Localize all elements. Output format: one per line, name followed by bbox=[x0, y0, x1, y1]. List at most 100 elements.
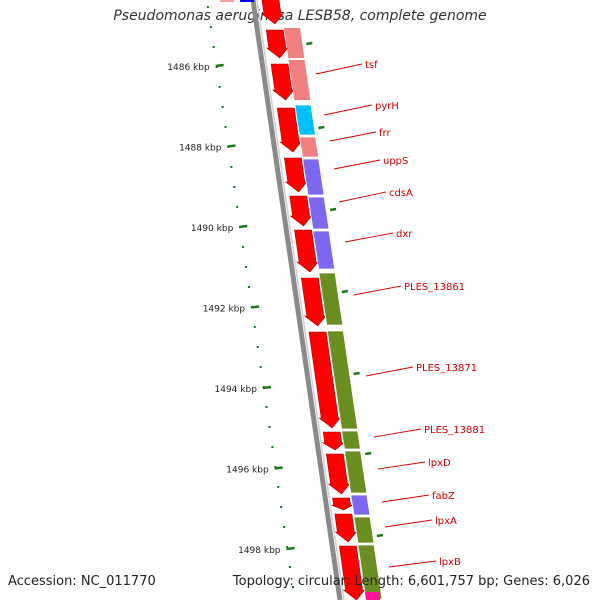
scale-tick bbox=[227, 144, 236, 148]
scale-dot bbox=[289, 566, 292, 568]
scale-tick-label: 1492 kbp bbox=[203, 305, 246, 315]
feature-box bbox=[307, 196, 330, 230]
scale-dot bbox=[247, 286, 250, 288]
forward-cds-arrow bbox=[289, 195, 313, 227]
scale-tick-label: 1496 kbp bbox=[226, 466, 269, 476]
forward-cds-arrow bbox=[331, 497, 353, 511]
forward-cds-arrow bbox=[270, 63, 295, 101]
gene-label: fabZ bbox=[432, 491, 455, 502]
feature-box bbox=[312, 230, 336, 270]
scale-dot bbox=[291, 586, 294, 588]
scale-dot bbox=[206, 6, 209, 8]
feature-box bbox=[288, 60, 311, 100]
gene-label: cdsA bbox=[389, 188, 413, 199]
gene-label: pyrH bbox=[375, 101, 399, 112]
gene-label: lpxD bbox=[428, 458, 451, 469]
forward-cds-arrow bbox=[294, 229, 319, 273]
forward-cds-arrow bbox=[308, 331, 341, 429]
scale-dot bbox=[286, 546, 289, 548]
scale-dot bbox=[259, 366, 262, 368]
scale-dot bbox=[256, 346, 259, 348]
scale-dot bbox=[253, 326, 256, 328]
gene-label: lpxB bbox=[439, 557, 461, 568]
forward-cds-arrow bbox=[325, 453, 351, 495]
forward-cds-arrow bbox=[284, 157, 308, 193]
gene-leader-line bbox=[353, 285, 402, 296]
scale-dot bbox=[280, 506, 283, 508]
feature-box bbox=[364, 592, 380, 600]
gene-label: PLES_13881 bbox=[424, 425, 485, 436]
scale-dot bbox=[236, 206, 239, 208]
backbone bbox=[250, 0, 345, 600]
scale-tick-label: 1498 kbp bbox=[238, 546, 281, 556]
feature-box bbox=[318, 272, 344, 326]
scale-dot bbox=[230, 166, 233, 168]
gene-labels: tsf pyrH frr uppS cdsA dxr PLES_13861 PLES_1387… bbox=[315, 60, 485, 568]
scale-dot bbox=[265, 406, 268, 408]
feature-box bbox=[350, 494, 371, 516]
gene-label: PLES_13861 bbox=[404, 282, 465, 293]
scale-tick bbox=[262, 385, 272, 390]
scale-dot bbox=[277, 486, 280, 488]
feature-box bbox=[220, 0, 235, 2]
scale-dot bbox=[224, 126, 227, 128]
forward-cds-arrow bbox=[261, 0, 284, 25]
gene-label: tsf bbox=[365, 60, 378, 71]
feature-box bbox=[240, 0, 255, 2]
gene-leader-line bbox=[381, 494, 430, 503]
scale-tick bbox=[274, 466, 283, 470]
scale-tick bbox=[250, 305, 260, 309]
scale-dot bbox=[283, 526, 286, 528]
feature-box bbox=[344, 450, 368, 494]
feature-track bbox=[220, 0, 384, 600]
gene-label: frr bbox=[379, 128, 391, 139]
scale-dot bbox=[242, 246, 245, 248]
feature-tick bbox=[376, 533, 384, 538]
gene-leader-line bbox=[373, 428, 422, 438]
feature-box bbox=[326, 330, 359, 430]
scale-dot bbox=[233, 186, 236, 188]
scale-tick bbox=[239, 224, 248, 229]
feature-tick bbox=[318, 125, 325, 130]
feature-box bbox=[357, 544, 383, 600]
scale-tick-label: 1488 kbp bbox=[179, 144, 222, 154]
gene-leader-line bbox=[365, 366, 414, 377]
gene-leader-line bbox=[315, 63, 363, 75]
forward-cds-arrow bbox=[321, 431, 345, 451]
scale-dot bbox=[218, 86, 221, 88]
scale-tick bbox=[215, 63, 224, 68]
gene-label: dxr bbox=[396, 229, 413, 240]
forward-cds-arrow bbox=[265, 29, 289, 59]
accession-text: Accession: NC_011770 bbox=[8, 574, 156, 589]
feature-tick bbox=[306, 41, 313, 46]
gene-leader-line bbox=[333, 159, 381, 170]
gene-label: lpxA bbox=[435, 516, 457, 527]
gene-label: PLES_13871 bbox=[416, 363, 477, 374]
scale-dot bbox=[274, 466, 277, 468]
scale-dot bbox=[221, 106, 224, 108]
gene-leader-line bbox=[344, 232, 394, 243]
feature-tick bbox=[329, 207, 337, 212]
scale-dot bbox=[209, 26, 212, 28]
map-title: Pseudomonas aeruginosa LESB58, complete … bbox=[113, 8, 487, 24]
feature-box bbox=[341, 430, 361, 450]
feature-box bbox=[302, 158, 325, 196]
scale-ticks: 1486 kbp 1488 kbp 1490 kbp 1492 kbp 1494 kbp… bbox=[167, 63, 295, 556]
forward-cds-arrow bbox=[334, 513, 357, 543]
scale-dot bbox=[268, 426, 271, 428]
scale-dot bbox=[212, 46, 215, 48]
gene-leader-line bbox=[329, 131, 377, 142]
scale-tick-label: 1490 kbp bbox=[191, 224, 234, 234]
feature-box bbox=[284, 28, 305, 58]
forward-cds-track bbox=[261, 0, 366, 600]
gene-leader-line bbox=[338, 191, 387, 203]
forward-cds-arrow bbox=[301, 277, 327, 327]
gene-label: uppS bbox=[383, 156, 408, 167]
feature-tick bbox=[353, 371, 360, 376]
feature-tick bbox=[364, 451, 372, 456]
forward-cds-arrow bbox=[276, 107, 302, 153]
feature-box bbox=[299, 136, 320, 158]
scale-dot bbox=[271, 446, 274, 448]
scale-tick-label: 1486 kbp bbox=[167, 63, 210, 73]
